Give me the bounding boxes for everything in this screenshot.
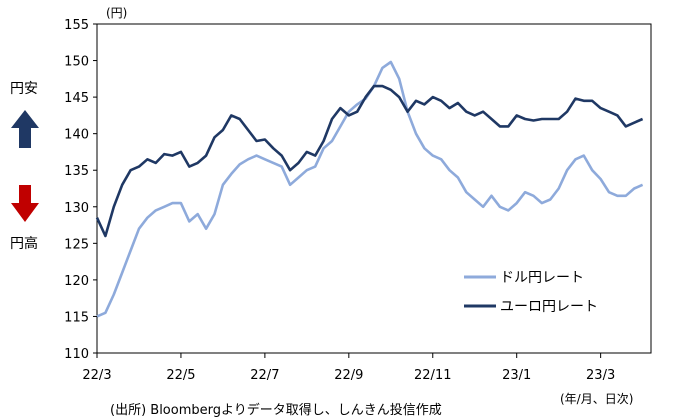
x-tick-label: 22/11 — [414, 368, 451, 383]
y-unit-label: (円) — [106, 6, 128, 20]
yen-strong-label: 円高 — [10, 236, 38, 252]
y-tick-label: 115 — [64, 310, 89, 325]
series-line-2 — [95, 84, 644, 238]
series-lines — [95, 60, 644, 318]
y-tick-label: 110 — [64, 347, 89, 362]
y-tick-label: 120 — [64, 274, 89, 289]
x-tick-label: 23/3 — [586, 368, 615, 383]
y-tick-label: 130 — [64, 201, 89, 216]
legend-label: ユーロ円レート — [500, 299, 598, 315]
x-tick-label: 22/9 — [334, 368, 363, 383]
x-tick-label: 22/5 — [166, 368, 195, 383]
x-axis: 22/3 22/5 22/7 22/9 22/11 23/1 23/3 — [82, 353, 615, 383]
yen-weak-label: 円安 — [10, 81, 38, 97]
source-note: (出所) Bloombergよりデータ取得し、しんきん投信作成 — [110, 403, 442, 418]
y-tick-label: 155 — [64, 18, 89, 33]
direction-arrows — [11, 110, 39, 222]
y-axis: 110 115 120 125 130 135 140 145 150 155 — [64, 18, 97, 362]
y-tick-label: 135 — [64, 164, 89, 179]
plot-frame — [96, 23, 652, 354]
legend-label: ドル円レート — [500, 270, 584, 286]
x-tick-label: 22/3 — [82, 368, 111, 383]
x-tick-label: 23/1 — [502, 368, 531, 383]
x-unit-label: (年/月、日次) — [560, 392, 634, 406]
y-tick-label: 145 — [64, 91, 89, 106]
x-tick-label: 22/7 — [250, 368, 279, 383]
y-tick-label: 125 — [64, 237, 89, 252]
y-tick-label: 140 — [64, 128, 89, 143]
down-arrow-icon — [11, 185, 39, 222]
up-arrow-icon — [11, 110, 39, 148]
y-tick-label: 150 — [64, 55, 89, 70]
plot-border — [96, 23, 652, 354]
